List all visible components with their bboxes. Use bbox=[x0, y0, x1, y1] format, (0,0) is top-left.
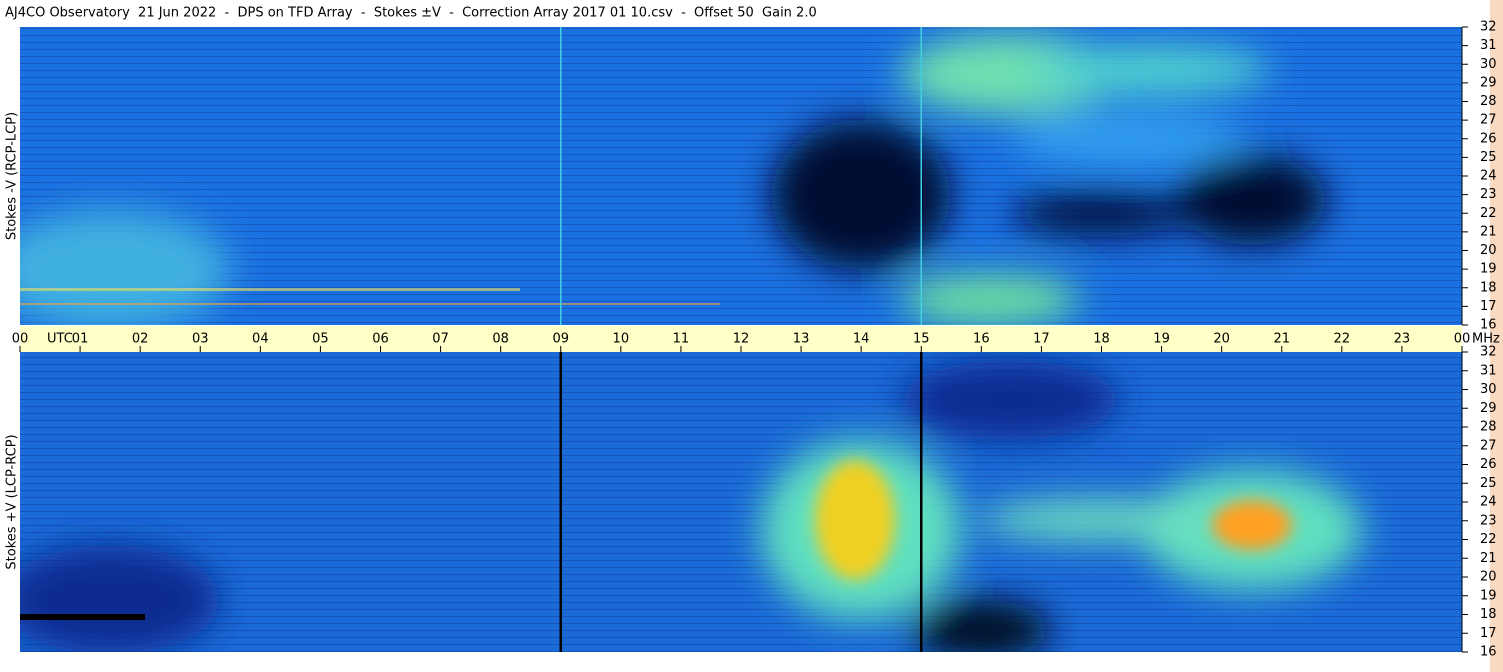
x-tick-label: 04 bbox=[252, 332, 269, 347]
x-tick-label: 14 bbox=[853, 332, 870, 347]
spectrogram-bottom bbox=[20, 352, 1462, 652]
right-strip bbox=[1490, 0, 1503, 672]
y-axis-label: Stokes -V (RCP-LCP) bbox=[5, 112, 20, 240]
y-tick-label: 26 bbox=[1480, 457, 1497, 472]
y-tick-label: 32 bbox=[1480, 345, 1497, 360]
x-tick-label: 07 bbox=[432, 332, 449, 347]
x-tick-label: 11 bbox=[673, 332, 690, 347]
y-tick-label: 20 bbox=[1480, 570, 1497, 585]
y-tick-label: 18 bbox=[1480, 607, 1497, 622]
x-tick-label: 19 bbox=[1153, 332, 1170, 347]
y-unit: MHz bbox=[1472, 332, 1500, 347]
spectrogram-top bbox=[20, 27, 1462, 325]
x-tick-label: 01 bbox=[72, 332, 89, 347]
y-axis-label: Stokes +V (LCP-RCP) bbox=[5, 434, 20, 569]
y-tick-label: 17 bbox=[1480, 299, 1497, 314]
x-tick-label: 23 bbox=[1394, 332, 1411, 347]
x-tick-label: 20 bbox=[1213, 332, 1230, 347]
x-tick-label: 12 bbox=[733, 332, 750, 347]
y-tick-label: 25 bbox=[1480, 476, 1497, 491]
x-tick-label: 08 bbox=[492, 332, 509, 347]
x-tick-label: 16 bbox=[973, 332, 990, 347]
axes: 16 17 18 19 20 21 22 23 24 25 26 27 28 29 30 31 32 Stokes… bbox=[5, 20, 1500, 660]
y-tick-label: 27 bbox=[1480, 438, 1497, 453]
x-tick-label: 05 bbox=[312, 332, 329, 347]
y-tick-label: 21 bbox=[1480, 224, 1497, 239]
y-tick-label: 32 bbox=[1480, 20, 1497, 35]
y-tick-label: 26 bbox=[1480, 131, 1497, 146]
x-tick-label: 03 bbox=[192, 332, 209, 347]
x-tick-label: 00 bbox=[1454, 332, 1471, 347]
x-tick-label: 17 bbox=[1033, 332, 1050, 347]
x-tick-label: 06 bbox=[372, 332, 389, 347]
x-tick-label: 15 bbox=[913, 332, 930, 347]
y-tick-label: 27 bbox=[1480, 113, 1497, 128]
y-tick-label: 22 bbox=[1480, 206, 1497, 221]
y-tick-label: 23 bbox=[1480, 513, 1497, 528]
x-tick-label: 21 bbox=[1273, 332, 1290, 347]
x-tick-label: 22 bbox=[1334, 332, 1351, 347]
y-tick-label: 19 bbox=[1480, 588, 1497, 603]
x-unit: UTC bbox=[47, 332, 73, 347]
y-tick-label: 31 bbox=[1480, 38, 1497, 53]
x-tick-label: 02 bbox=[132, 332, 149, 347]
y-tick-label: 21 bbox=[1480, 551, 1497, 566]
y-tick-label: 17 bbox=[1480, 626, 1497, 641]
x-tick-label: 10 bbox=[613, 332, 630, 347]
y-tick-label: 20 bbox=[1480, 243, 1497, 258]
y-tick-label: 31 bbox=[1480, 363, 1497, 378]
x-tick-label: 18 bbox=[1093, 332, 1110, 347]
y-tick-label: 30 bbox=[1480, 57, 1497, 72]
y-tick-label: 28 bbox=[1480, 420, 1497, 435]
x-tick-label: 00 bbox=[12, 332, 29, 347]
y-tick-label: 16 bbox=[1480, 645, 1497, 660]
x-tick-label: 13 bbox=[793, 332, 810, 347]
y-tick-label: 18 bbox=[1480, 280, 1497, 295]
x-tick-label: 09 bbox=[552, 332, 569, 347]
y-tick-label: 19 bbox=[1480, 262, 1497, 277]
y-tick-label: 28 bbox=[1480, 94, 1497, 109]
y-tick-label: 25 bbox=[1480, 150, 1497, 165]
y-tick-label: 30 bbox=[1480, 382, 1497, 397]
title: AJ4CO Observatory 21 Jun 2022 - DPS on T… bbox=[5, 6, 817, 21]
y-tick-label: 16 bbox=[1480, 318, 1497, 333]
y-tick-label: 23 bbox=[1480, 187, 1497, 202]
y-tick-label: 24 bbox=[1480, 169, 1497, 184]
y-tick-label: 29 bbox=[1480, 75, 1497, 90]
y-tick-label: 24 bbox=[1480, 495, 1497, 510]
y-tick-label: 22 bbox=[1480, 532, 1497, 547]
y-tick-label: 29 bbox=[1480, 401, 1497, 416]
